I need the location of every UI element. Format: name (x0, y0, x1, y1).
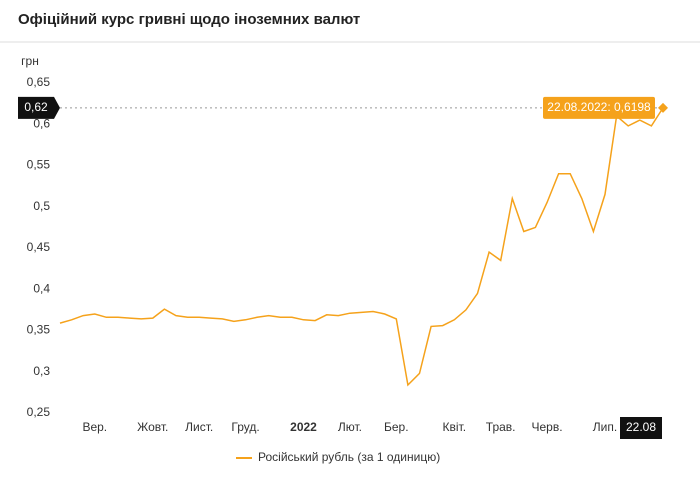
x-tick-label: Лист. (185, 420, 213, 434)
series-line (59, 107, 664, 387)
y-tick-label: 0,6 (33, 116, 50, 130)
y-tick-label: 0,45 (27, 240, 51, 254)
x-tick-label: Лют. (338, 420, 362, 434)
y-tick-label: 0,65 (27, 75, 51, 89)
chart-title: Офіційний курс гривні щодо іноземних вал… (18, 11, 360, 28)
x-tick-label: Груд. (231, 420, 259, 434)
y-axis-label: грн (21, 54, 39, 68)
x-tick-label: Бер. (384, 420, 409, 434)
x-tick-label: Лип. (593, 420, 617, 434)
y-tick-label: 0,5 (33, 199, 50, 213)
crosshair-y-label: 0,62 (24, 100, 48, 114)
legend-label: Російський рубль (за 1 одиницю) (258, 450, 440, 464)
x-tick-label: Квіт. (443, 420, 467, 434)
x-crosshair-label: 22.08 (626, 420, 656, 434)
y-tick-label: 0,55 (27, 158, 51, 172)
tooltip-box (543, 96, 655, 119)
y-tick-label: 0,25 (27, 405, 51, 419)
y-tick-label: 0,4 (33, 281, 50, 295)
x-tick-label: Трав. (486, 420, 516, 434)
x-tick-label: Черв. (532, 420, 563, 434)
x-crosshair-box (620, 417, 662, 439)
x-tick-label: 2022 (290, 420, 317, 434)
x-tick-label: Жовт. (137, 420, 168, 434)
last-point-marker (658, 102, 668, 113)
y-tick-label: 0,3 (33, 364, 50, 378)
y-tick-label: 0,35 (27, 323, 51, 337)
tooltip-text: 22.08.2022: 0,6198 (547, 100, 651, 114)
crosshair-y-box (18, 96, 60, 119)
x-tick-label: Вер. (82, 420, 107, 434)
